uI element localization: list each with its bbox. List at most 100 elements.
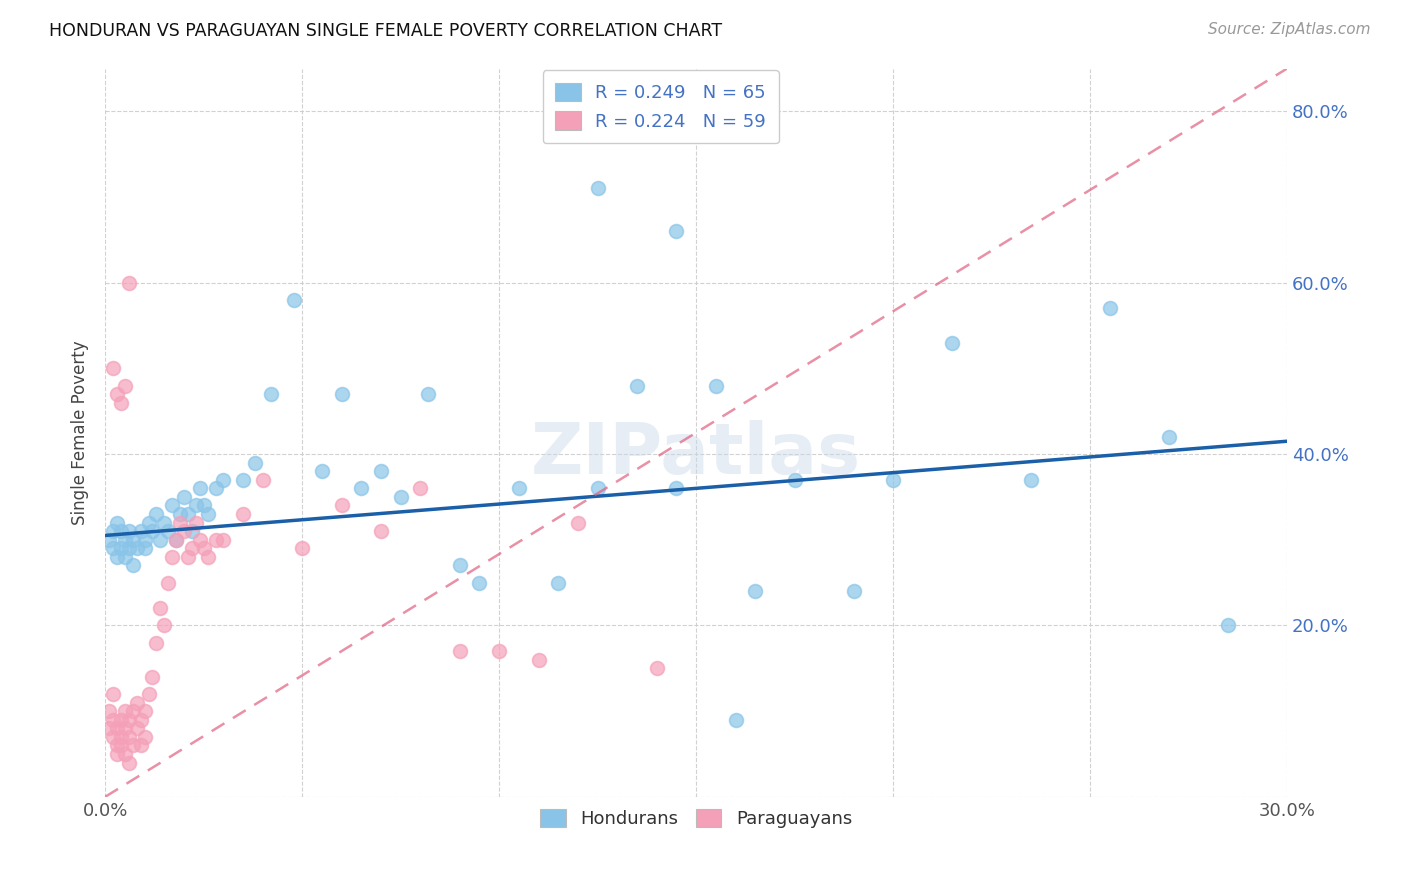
Legend: Hondurans, Paraguayans: Hondurans, Paraguayans [533,801,859,835]
Point [105,516,128,530]
Point [110,541,132,556]
Text: HONDURAN VS PARAGUAYAN SINGLE FEMALE POVERTY CORRELATION CHART: HONDURAN VS PARAGUAYAN SINGLE FEMALE POV… [49,22,723,40]
Point [121,558,143,573]
Point [204,533,226,547]
Point [197,549,219,564]
Point [145,507,167,521]
Point [665,481,688,495]
Point [645,661,668,675]
Point [370,464,392,478]
Point [165,533,187,547]
Point [110,524,132,538]
Point [188,533,211,547]
Point [232,507,254,521]
Point [101,541,124,556]
Point [488,644,510,658]
Point [567,516,589,530]
Point [160,549,183,564]
Point [252,473,274,487]
Point [177,507,200,521]
Point [134,533,156,547]
Point [138,687,160,701]
Point [114,747,136,761]
Point [114,378,136,392]
Point [169,516,191,530]
Point [134,730,156,744]
Point [842,584,865,599]
Text: ZIPatlas: ZIPatlas [531,420,862,489]
Point [169,507,191,521]
Point [704,378,727,392]
Point [184,499,207,513]
Point [783,473,806,487]
Point [101,524,124,538]
Point [180,524,202,538]
Point [114,549,136,564]
Point [121,739,143,753]
Point [98,721,121,735]
Point [165,533,187,547]
Point [468,575,491,590]
Point [118,730,141,744]
Point [153,516,176,530]
Point [118,524,141,538]
Point [330,387,353,401]
Point [114,533,136,547]
Point [409,481,432,495]
Point [626,378,648,392]
Point [121,704,143,718]
Point [114,721,136,735]
Point [724,713,747,727]
Point [330,499,353,513]
Point [129,739,152,753]
Point [173,490,195,504]
Point [105,721,128,735]
Point [134,704,156,718]
Point [125,721,148,735]
Point [882,473,904,487]
Point [204,481,226,495]
Point [118,756,141,770]
Point [188,481,211,495]
Point [101,687,124,701]
Point [232,473,254,487]
Point [418,387,440,401]
Point [212,473,235,487]
Point [197,507,219,521]
Point [193,499,215,513]
Point [110,730,132,744]
Point [370,524,392,538]
Point [184,516,207,530]
Point [153,618,176,632]
Point [311,464,333,478]
Point [243,456,266,470]
Point [105,747,128,761]
Point [118,541,141,556]
Point [149,601,172,615]
Point [180,541,202,556]
Point [118,276,141,290]
Point [129,524,152,538]
Point [110,713,132,727]
Point [177,549,200,564]
Point [389,490,412,504]
Point [1157,430,1180,444]
Point [105,549,128,564]
Point [101,730,124,744]
Point [665,224,688,238]
Point [508,481,530,495]
Point [1019,473,1042,487]
Point [138,516,160,530]
Point [350,481,373,495]
Point [1216,618,1239,632]
Point [101,361,124,376]
Point [125,541,148,556]
Point [110,739,132,753]
Point [105,739,128,753]
Point [212,533,235,547]
Point [527,653,550,667]
Point [149,533,172,547]
Y-axis label: Single Female Poverty: Single Female Poverty [72,341,89,525]
Point [449,644,471,658]
Text: Source: ZipAtlas.com: Source: ZipAtlas.com [1208,22,1371,37]
